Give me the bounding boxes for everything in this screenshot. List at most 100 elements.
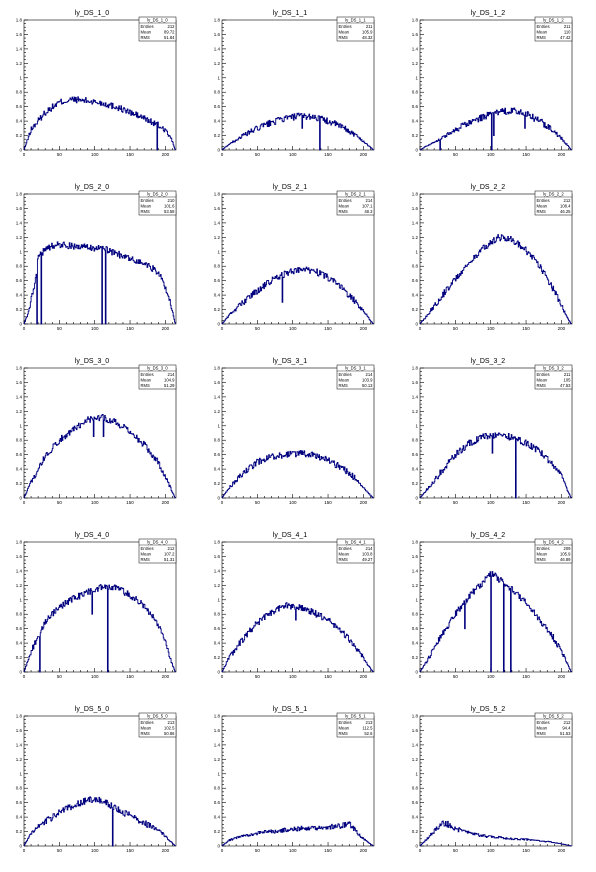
- y-tick-label: 1.8: [214, 366, 221, 371]
- stats-value: 51.84: [164, 35, 175, 40]
- stats-box-frame: [534, 190, 573, 216]
- y-tick-label: 0.8: [16, 438, 23, 443]
- x-tick-label: 100: [91, 674, 99, 679]
- y-tick-label: 0.6: [412, 800, 419, 805]
- histogram-line: [419, 234, 572, 325]
- x-tick-label: 0: [419, 674, 422, 679]
- histogram-svg: ly_DS_2_2 0 0.2 0.4 0.6 0.8 1 1.2 1.4 1.6 1.8 0 50 10…: [412, 184, 573, 331]
- y-tick-label: 0.8: [214, 264, 221, 269]
- y-tick-label: 1.4: [412, 568, 419, 573]
- stats-label: RMS: [141, 731, 151, 736]
- y-tick-label: 1: [19, 75, 22, 80]
- x-tick-label: 100: [91, 500, 99, 505]
- y-tick-label: 0: [19, 844, 22, 849]
- x-tick-label: 0: [419, 500, 422, 505]
- y-tick-label: 1: [217, 597, 220, 602]
- stats-value: 102.5: [164, 725, 175, 730]
- chart-title: ly_DS_3_0: [75, 358, 109, 365]
- y-tick-label: 1.8: [16, 18, 23, 23]
- x-tick-label: 50: [57, 152, 63, 157]
- x-tick-label: 150: [324, 152, 332, 157]
- y-tick-label: 1.2: [412, 235, 419, 240]
- y-tick-label: 0.6: [16, 104, 23, 109]
- stats-label: Entries: [141, 372, 154, 377]
- y-tick-label: 0.8: [16, 90, 23, 95]
- y-tick-label: 0: [217, 148, 220, 153]
- y-tick-label: 0.2: [214, 655, 221, 660]
- y-tick-label: 0.6: [412, 104, 419, 109]
- y-tick-label: 0.2: [412, 655, 419, 660]
- stats-label: RMS: [141, 209, 151, 214]
- stats-label: Entries: [537, 720, 550, 725]
- y-tick-label: 1.2: [214, 235, 221, 240]
- y-tick-label: 0.6: [412, 278, 419, 283]
- stats-value: 94.4: [562, 725, 571, 730]
- chart-title: ly_DS_5_0: [75, 706, 109, 713]
- y-tick-label: 1: [217, 75, 220, 80]
- stats-label: Entries: [141, 720, 154, 725]
- y-tick-label: 0: [415, 322, 418, 327]
- histogram-line: [221, 602, 374, 672]
- y-tick-label: 1: [19, 771, 22, 776]
- y-tick-label: 1: [217, 249, 220, 254]
- histogram-line: [23, 241, 176, 325]
- y-tick-label: 1.2: [214, 757, 221, 762]
- histogram-line: [419, 107, 572, 151]
- x-tick-label: 0: [23, 326, 26, 331]
- y-tick-label: 1.2: [16, 61, 23, 66]
- stats-label: RMS: [339, 731, 349, 736]
- histogram-panel: ly_DS_4_2 0 0.2 0.4 0.6 0.8 1 1.2 1.4 1.6 1.8 0 50 10…: [396, 522, 594, 696]
- y-tick-label: 0.2: [412, 481, 419, 486]
- x-tick-label: 100: [487, 326, 495, 331]
- histogram-panel: ly_DS_5_0 0 0.2 0.4 0.6 0.8 1 1.2 1.4 1.6 1.8 0 50 10…: [0, 696, 198, 870]
- histogram-line: [221, 112, 374, 151]
- histogram-line: [221, 450, 374, 499]
- stats-value: 46.89: [560, 557, 571, 562]
- x-tick-label: 150: [522, 500, 530, 505]
- y-tick-label: 1.2: [214, 61, 221, 66]
- stats-box-frame: [336, 538, 375, 564]
- x-tick-label: 100: [91, 152, 99, 157]
- x-tick-label: 50: [255, 848, 261, 853]
- y-tick-label: 1.8: [412, 192, 419, 197]
- histogram-panel: ly_DS_4_0 0 0.2 0.4 0.6 0.8 1 1.2 1.4 1.6 1.8 0 50 10…: [0, 522, 198, 696]
- histogram-svg: ly_DS_5_2 0 0.2 0.4 0.6 0.8 1 1.2 1.4 1.6 1.8 0 50 10…: [412, 706, 573, 853]
- stats-label: RMS: [141, 383, 151, 388]
- chart-title: ly_DS_2_0: [75, 184, 109, 191]
- x-tick-label: 0: [221, 674, 224, 679]
- y-tick-label: 0.6: [16, 452, 23, 457]
- stats-value: 104.9: [164, 377, 175, 382]
- x-tick-label: 50: [57, 848, 63, 853]
- y-tick-label: 0.4: [16, 119, 23, 124]
- histogram-panel: ly_DS_5_2 0 0.2 0.4 0.6 0.8 1 1.2 1.4 1.6 1.8 0 50 10…: [396, 696, 594, 870]
- chart-title: ly_DS_1_1: [273, 10, 307, 17]
- stats-label: Mean: [339, 551, 350, 556]
- y-tick-label: 0.2: [412, 133, 419, 138]
- y-tick-label: 0.4: [412, 641, 419, 646]
- y-tick-label: 0: [19, 496, 22, 501]
- stats-label: Entries: [339, 198, 352, 203]
- histogram-line: [419, 571, 572, 673]
- y-tick-label: 1.2: [214, 583, 221, 588]
- y-tick-label: 1.6: [412, 32, 419, 37]
- y-tick-label: 1.2: [214, 409, 221, 414]
- y-tick-label: 1.8: [214, 192, 221, 197]
- y-tick-label: 1.4: [214, 394, 221, 399]
- y-tick-label: 1.6: [412, 728, 419, 733]
- y-tick-label: 0: [415, 670, 418, 675]
- x-tick-label: 100: [289, 326, 297, 331]
- histogram-line: [419, 432, 572, 499]
- y-tick-label: 1.8: [16, 366, 23, 371]
- x-tick-label: 0: [23, 152, 26, 157]
- stats-value: 211: [564, 372, 571, 377]
- stats-name: ly_DS_1_2: [543, 18, 564, 23]
- y-tick-label: 0.2: [16, 829, 23, 834]
- y-tick-label: 1.4: [214, 46, 221, 51]
- y-tick-label: 0: [415, 496, 418, 501]
